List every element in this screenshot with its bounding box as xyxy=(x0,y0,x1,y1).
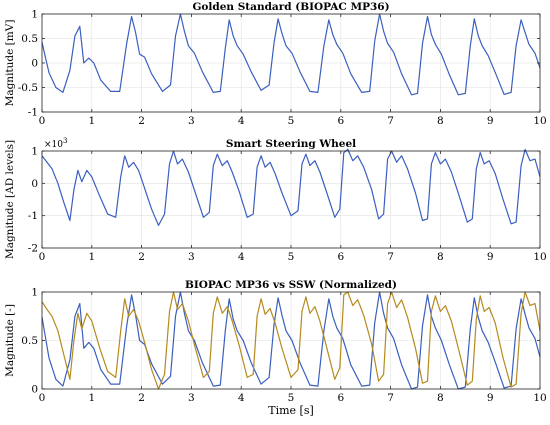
y-axis-label: Magnitude [-] xyxy=(4,304,16,377)
x-tick-label: 7 xyxy=(387,392,394,404)
x-tick-label: 4 xyxy=(238,251,245,263)
series-line-1 xyxy=(41,291,541,390)
y-tick-label: 0.5 xyxy=(21,33,38,45)
x-tick-label: 4 xyxy=(238,392,245,404)
y-tick-label: 0 xyxy=(31,178,38,190)
x-tick-label: 6 xyxy=(337,251,344,263)
x-tick-label: 5 xyxy=(288,392,295,404)
x-tick-label: 10 xyxy=(533,251,546,263)
y-tick-label: -2 xyxy=(28,243,38,255)
chart-panel-1: 0 1 2 3 4 5 6 7 8 9 10 -1 -0.5 0 0.5 1 Golden Standard (… xyxy=(4,1,547,127)
x-tick-label: 9 xyxy=(487,392,494,404)
x-tick-label: 8 xyxy=(437,251,444,263)
x-tick-label: 8 xyxy=(437,115,444,127)
x-tick-label: 7 xyxy=(387,115,394,127)
x-tick-label: 3 xyxy=(188,251,195,263)
x-tick-label: 2 xyxy=(138,392,145,404)
x-tick-label: 1 xyxy=(88,251,95,263)
chart-title: BIOPAC MP36 vs SSW (Normalized) xyxy=(185,279,397,291)
x-tick-label: 5 xyxy=(288,115,295,127)
x-tick-label: 6 xyxy=(337,115,344,127)
y-axis-multiplier: ×103 xyxy=(44,137,67,150)
x-tick-label: 3 xyxy=(188,392,195,404)
y-axis-label: Magnitude [AD levels] xyxy=(4,140,16,259)
x-tick-label: 5 xyxy=(288,251,295,263)
x-tick-label: 9 xyxy=(487,251,494,263)
x-tick-label: 6 xyxy=(337,392,344,404)
x-tick-label: 10 xyxy=(533,115,546,127)
y-tick-label: -1 xyxy=(28,107,38,119)
chart-title: Golden Standard (BIOPAC MP36) xyxy=(192,1,389,13)
series-line-1 xyxy=(41,13,541,96)
y-axis-label: Magnitude [mV] xyxy=(4,20,16,107)
x-tick-label: 1 xyxy=(88,115,95,127)
x-tick-label: 3 xyxy=(188,115,195,127)
chart-title: Smart Steering Wheel xyxy=(226,138,356,150)
y-tick-label: -0.5 xyxy=(18,82,38,94)
y-tick-label: 0.5 xyxy=(21,335,38,347)
x-tick-label: 0 xyxy=(39,251,46,263)
x-tick-label: 2 xyxy=(138,115,145,127)
chart-panel-2: 0 1 2 3 4 5 6 7 8 9 10 -2 -1 0 1 Smart Steering Wheel Ma… xyxy=(4,137,547,263)
series-line-1 xyxy=(41,148,541,226)
x-tick-label: 2 xyxy=(138,251,145,263)
y-tick-label: 0 xyxy=(31,58,38,70)
y-tick-label: 1 xyxy=(31,9,38,21)
x-tick-label: 0 xyxy=(39,392,46,404)
x-tick-label: 9 xyxy=(487,115,494,127)
x-tick-label: 7 xyxy=(387,251,394,263)
x-tick-label: 0 xyxy=(39,115,46,127)
y-tick-label: -1 xyxy=(28,210,38,222)
x-axis-label: Time [s] xyxy=(268,404,314,417)
y-tick-label: 0 xyxy=(31,384,38,396)
series-line-2 xyxy=(41,291,541,390)
chart-panel-3: 0 1 2 3 4 5 6 7 8 9 10 0 0.5 1 BIOPAC MP36 vs SSW (Nor… xyxy=(4,279,547,417)
y-tick-label: 1 xyxy=(31,146,38,158)
x-tick-label: 4 xyxy=(238,115,245,127)
x-tick-label: 10 xyxy=(533,392,546,404)
y-tick-label: 1 xyxy=(31,287,38,299)
x-tick-label: 8 xyxy=(437,392,444,404)
x-tick-label: 1 xyxy=(88,392,95,404)
